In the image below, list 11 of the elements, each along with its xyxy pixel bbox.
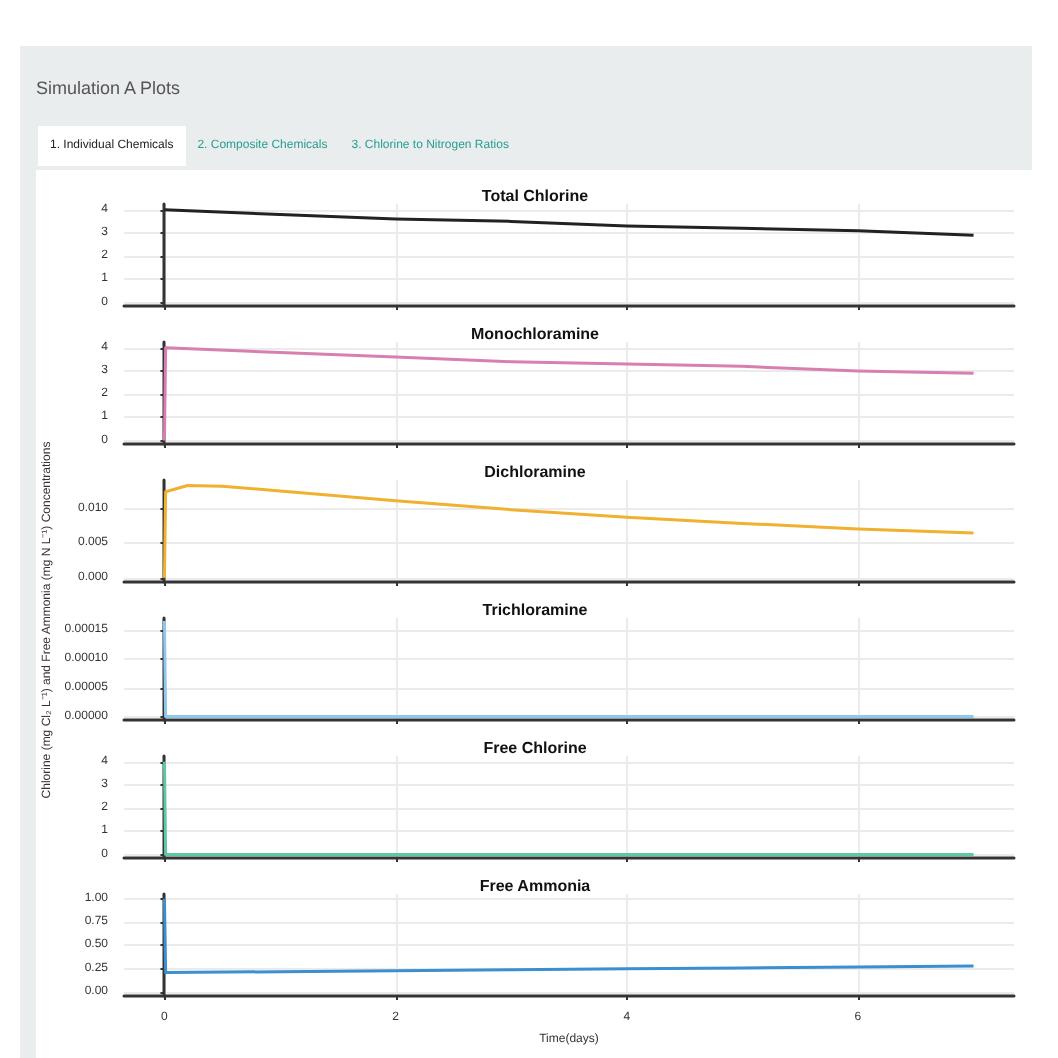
chart-title: Total Chlorine <box>481 187 590 205</box>
line-series <box>162 484 976 580</box>
chart-title: Dichloramine <box>484 463 587 481</box>
chart-title: Free Chlorine <box>483 739 588 757</box>
chart-title: Free Ammonia <box>479 877 592 895</box>
line-series <box>162 897 976 975</box>
chart-title: Trichloramine <box>482 601 589 619</box>
text: Simulation A Plots <box>36 78 181 98</box>
chart-title: Monochloramine <box>470 325 601 343</box>
line-series <box>162 346 976 443</box>
line-series <box>162 208 976 237</box>
